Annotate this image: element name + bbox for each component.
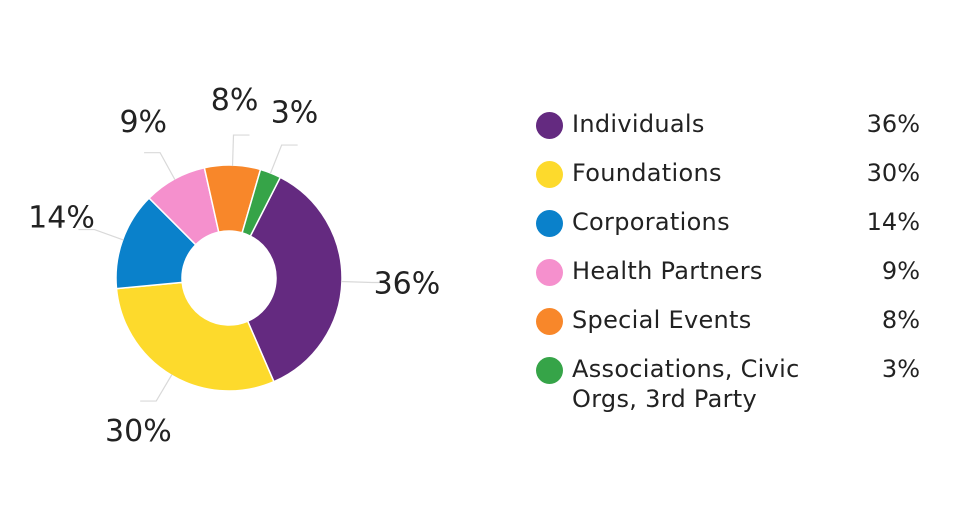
legend-item-associations: Associations, Civic Orgs, 3rd Party 3%	[536, 353, 926, 423]
legend-swatch-associations	[536, 357, 563, 384]
slice-label-special-events: 8%	[211, 83, 259, 118]
legend-value: 8%	[881, 306, 920, 334]
legend-item-health-partners: Health Partners 9%	[536, 255, 926, 304]
legend-item-foundations: Foundations 30%	[536, 157, 926, 206]
slice-label-corporations: 14%	[28, 201, 95, 236]
legend-label: Corporations	[572, 208, 730, 236]
legend: Individuals 36% Foundations 30% Corporat…	[536, 108, 926, 423]
leader-line-corporations	[78, 228, 124, 241]
slice-labels-layer: 36% 30% 14% 9% 8% 3%	[28, 83, 440, 449]
legend-swatch-individuals	[536, 112, 563, 139]
legend-value: 36%	[866, 110, 920, 138]
slice-individuals	[246, 176, 343, 383]
slice-label-foundations: 30%	[105, 414, 172, 449]
slice-associations-civic-orgs-3rd-party	[241, 168, 282, 238]
legend-item-individuals: Individuals 36%	[536, 108, 926, 157]
legend-label: Foundations	[572, 159, 722, 187]
legend-swatch-special-events	[536, 308, 563, 335]
slice-label-health-partners: 9%	[119, 105, 167, 140]
legend-swatch-foundations	[536, 161, 563, 188]
legend-label: Special Events	[572, 306, 752, 334]
legend-value: 14%	[866, 208, 920, 236]
legend-swatch-health-partners	[536, 259, 563, 286]
legend-item-corporations: Corporations 14%	[536, 206, 926, 255]
legend-label: Health Partners	[572, 257, 763, 285]
legend-label: Associations, Civic Orgs, 3rd Party	[572, 355, 800, 413]
leader-line-individuals	[340, 280, 388, 284]
legend-value: 9%	[881, 257, 920, 285]
legend-value: 3%	[881, 355, 920, 383]
leader-lines-layer	[78, 134, 388, 402]
leader-line-health-partners	[144, 152, 176, 181]
leader-line-foundations	[140, 374, 173, 402]
legend-swatch-corporations	[536, 210, 563, 237]
slice-label-individuals: 36%	[374, 267, 441, 302]
slice-label-associations-civic-orgs-3rd-party: 3%	[271, 95, 319, 130]
legend-label: Individuals	[572, 110, 705, 138]
slice-foundations	[115, 281, 275, 392]
leader-line-associations-civic-orgs-3rd-party	[269, 144, 298, 175]
legend-item-special-events: Special Events 8%	[536, 304, 926, 353]
legend-value: 30%	[866, 159, 920, 187]
leader-line-special-events	[231, 134, 250, 167]
slices-layer	[115, 164, 343, 392]
